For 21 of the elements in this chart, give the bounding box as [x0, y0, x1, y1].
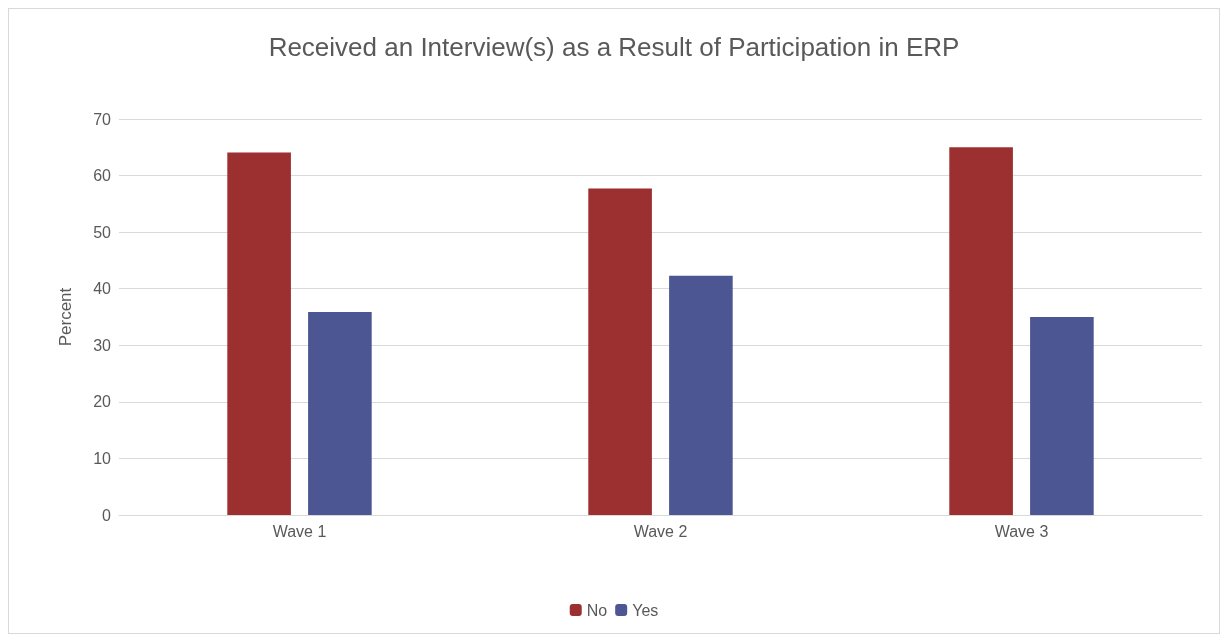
- y-tick-label: 60: [93, 167, 112, 185]
- bar: [1030, 317, 1094, 515]
- y-tick-label: 70: [93, 110, 112, 128]
- y-tick-label: 40: [93, 280, 112, 298]
- x-tick-label: Wave 3: [994, 522, 1049, 540]
- y-tick-label: 10: [93, 449, 112, 467]
- bar: [949, 147, 1013, 515]
- chart-title: Received an Interview(s) as a Result of Participation in ERP: [268, 32, 960, 62]
- y-tick-label: 30: [93, 336, 112, 354]
- x-tick-label: Wave 2: [633, 522, 688, 540]
- legend-label: Yes: [632, 601, 659, 619]
- legend-label: No: [586, 601, 608, 619]
- y-tick-label: 50: [93, 223, 112, 241]
- y-tick-label: 20: [93, 393, 112, 411]
- bar: [588, 188, 652, 515]
- y-axis-title: Percent: [56, 287, 75, 347]
- x-tick-label: Wave 1: [272, 522, 327, 540]
- bar: [308, 311, 372, 515]
- y-tick-label: 0: [102, 506, 112, 524]
- bar: [227, 152, 291, 515]
- bar: [669, 275, 733, 515]
